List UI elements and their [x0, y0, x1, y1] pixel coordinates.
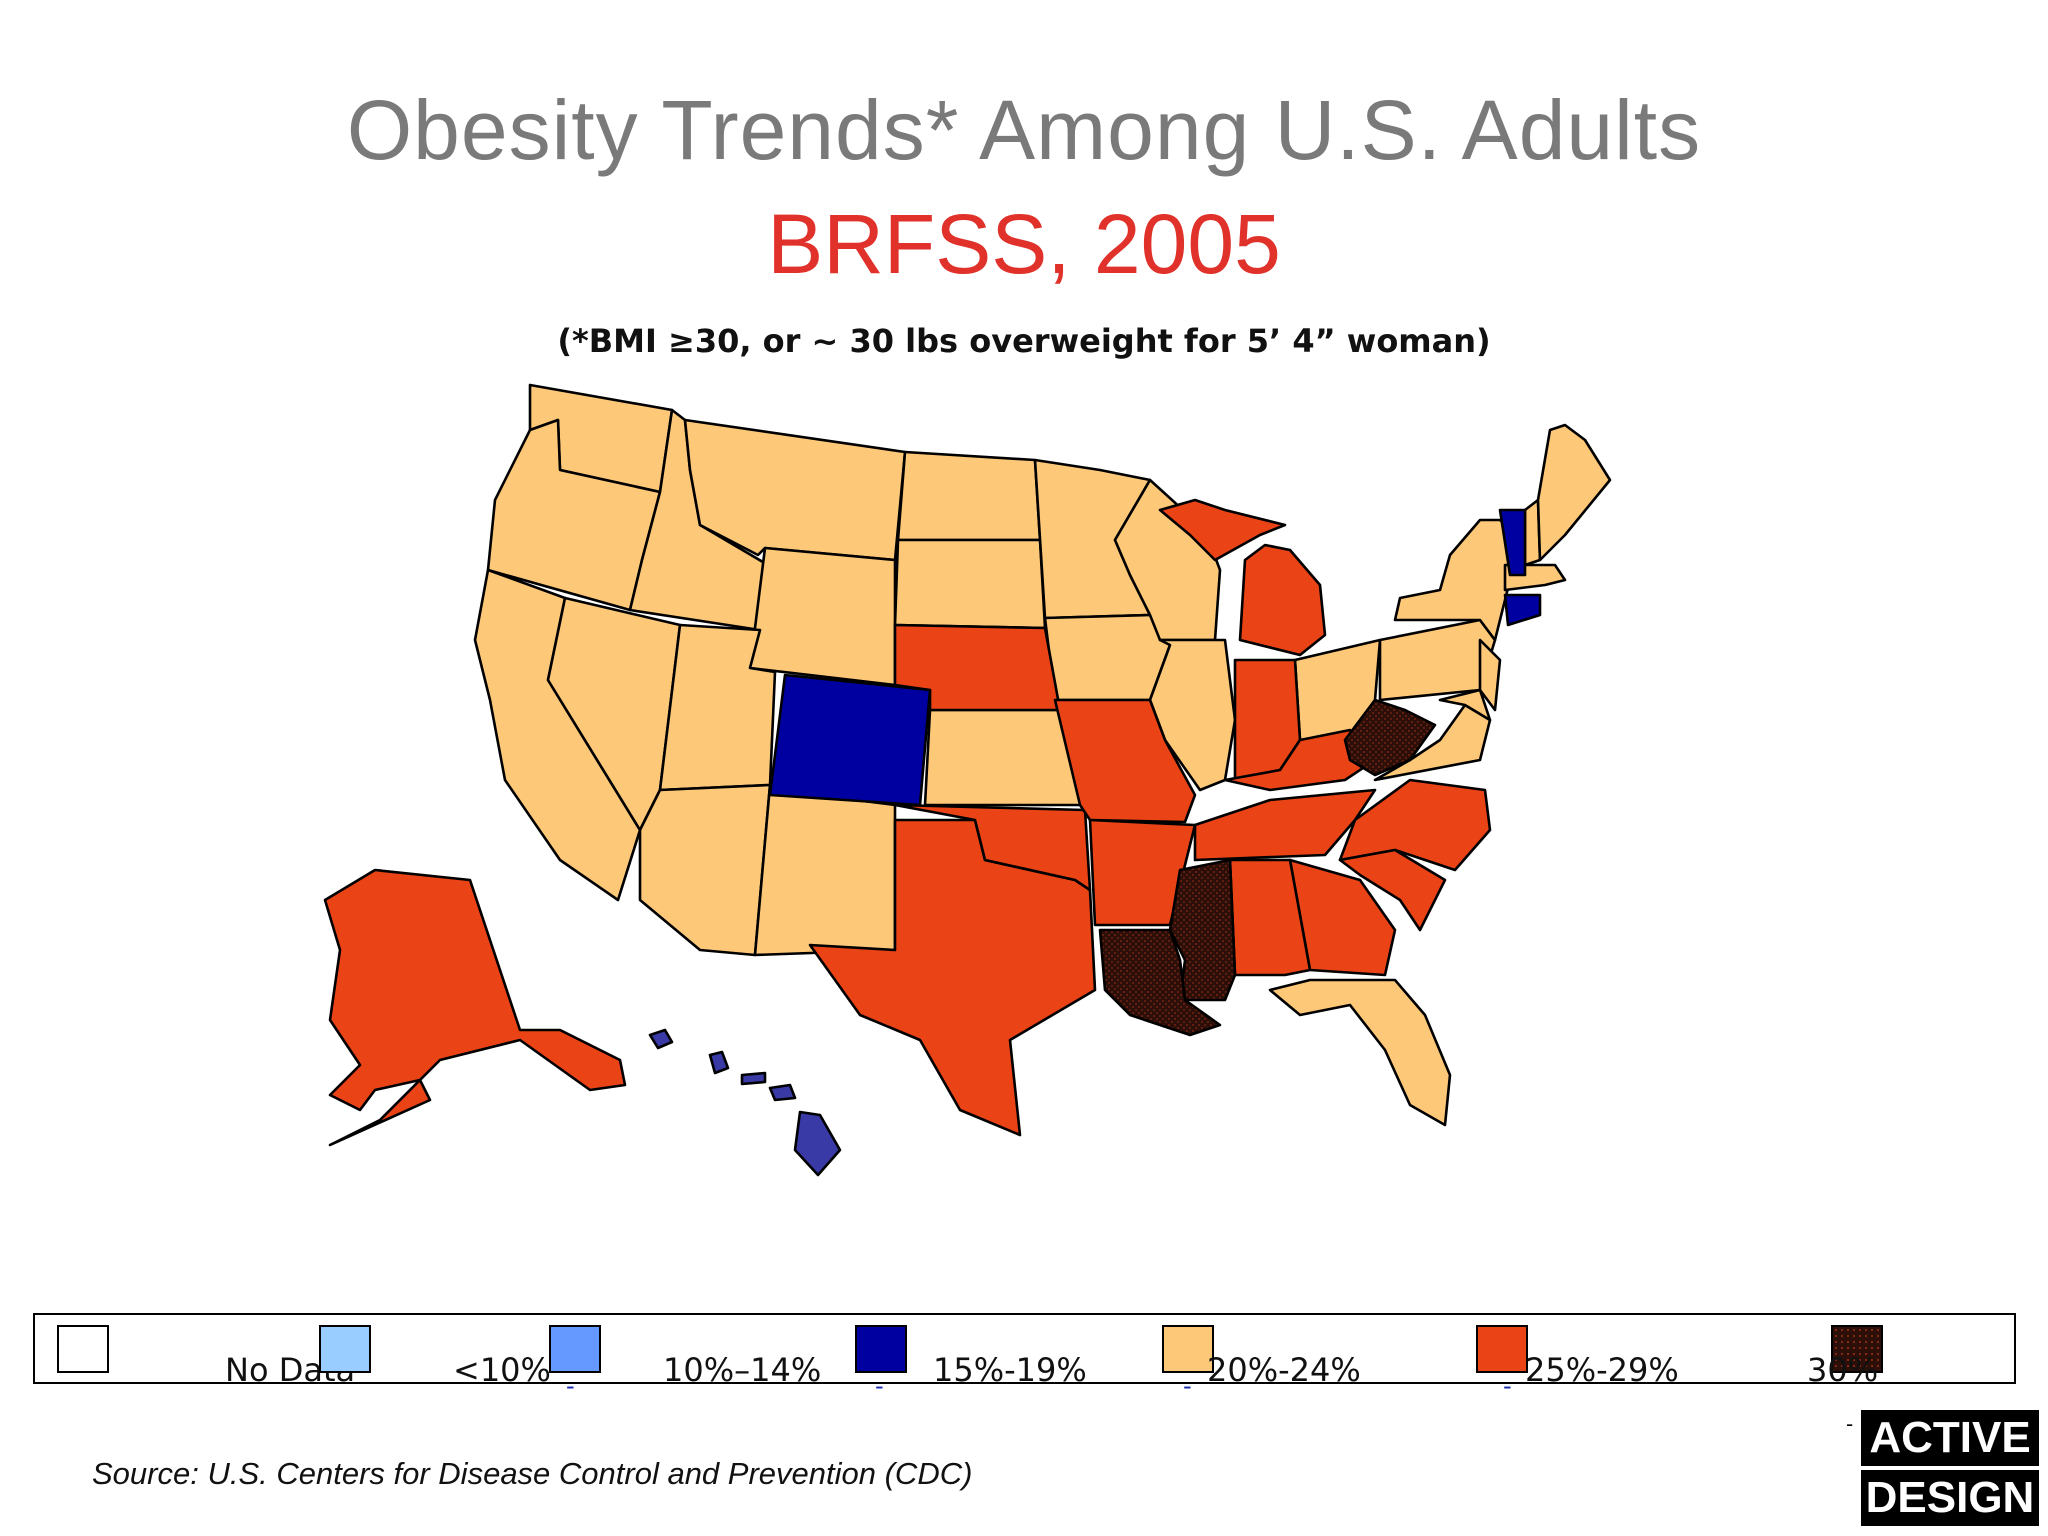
- state-wyoming: [748, 546, 897, 687]
- legend-swatch-25-29: [1476, 1325, 1528, 1373]
- legend-label-15-19: 15%-19%: [933, 1351, 1087, 1389]
- state-south-dakota: [893, 538, 1047, 630]
- state-alaska: [323, 868, 627, 1147]
- legend-dash-3: -: [1183, 1372, 1192, 1400]
- legend-swatch-no-data: [57, 1325, 109, 1373]
- state-new-mexico: [753, 783, 897, 957]
- legend-swatch-10-14: [549, 1325, 601, 1373]
- state-new-york: [1393, 518, 1522, 642]
- state-new-jersey: [1478, 638, 1502, 712]
- map-title: Obesity Trends* Among U.S. Adults: [346, 83, 1702, 177]
- state-west-virginia: [1343, 698, 1437, 777]
- state-colorado: [768, 673, 932, 807]
- legend-swatch-15-19: [855, 1325, 907, 1373]
- logo-tick: -: [1846, 1412, 1854, 1436]
- legend-swatch-20-24: [1162, 1325, 1214, 1373]
- state-michigan-upper: [1158, 498, 1287, 562]
- state-iowa: [1043, 613, 1172, 702]
- state-missouri: [1053, 698, 1197, 824]
- hawaii-island-molokai: [740, 1071, 767, 1086]
- states-25-29: [323, 498, 1492, 1147]
- hawaii-island-oahu: [708, 1050, 730, 1075]
- legend-label-20-24: 20%-24%: [1207, 1351, 1361, 1389]
- legend-dash-1: -: [566, 1372, 575, 1400]
- hawaii-island-maui: [768, 1083, 797, 1102]
- legend: No Data <10% 10%–14% 15%-19% 20%-24% 25%…: [33, 1313, 2016, 1389]
- map-subtitle: BRFSS, 2005: [767, 197, 1281, 291]
- legend-label-30: 30%: [1807, 1351, 1879, 1389]
- hawaii-island-big: [793, 1110, 842, 1177]
- logo-line-2: DESIGN: [1861, 1466, 2039, 1526]
- legend-swatch-30: [1831, 1325, 1883, 1373]
- legend-dash-2: -: [875, 1372, 884, 1400]
- source-citation: Source: U.S. Centers for Disease Control…: [92, 1456, 973, 1491]
- legend-label-lt10: <10%: [453, 1351, 551, 1389]
- state-maine: [1536, 423, 1612, 562]
- logo-line-1: ACTIVE: [1869, 1413, 2031, 1462]
- state-florida: [1268, 978, 1452, 1127]
- state-south-carolina: [1338, 848, 1447, 932]
- state-vermont: [1498, 508, 1527, 577]
- hawaii-island-kauai: [648, 1028, 674, 1050]
- state-pennsylvania: [1378, 618, 1497, 702]
- state-maryland: [1438, 688, 1492, 722]
- state-nebraska: [893, 623, 1062, 712]
- state-connecticut: [1503, 593, 1542, 627]
- state-louisiana: [1098, 928, 1222, 1037]
- legend-label-25-29: 25%-29%: [1525, 1351, 1679, 1389]
- states-30-plus: [1098, 698, 1437, 1037]
- state-kansas: [923, 708, 1082, 807]
- legend-dash-4: -: [1503, 1372, 1512, 1400]
- active-design-logo: ACTIVE DESIGN: [1861, 1410, 2039, 1526]
- state-arizona: [638, 783, 772, 957]
- state-illinois: [1148, 638, 1237, 792]
- bmi-footnote: (*BMI ≥30, or ~ 30 lbs overweight for 5’…: [557, 322, 1491, 360]
- state-north-dakota: [896, 450, 1042, 542]
- state-michigan-lower: [1238, 543, 1327, 657]
- state-hawaii: [648, 1028, 842, 1177]
- legend-swatch-lt10: [319, 1325, 371, 1373]
- legend-label-10-14: 10%–14%: [663, 1351, 822, 1389]
- states-15-19: [768, 508, 1542, 807]
- states-20-24: [473, 383, 1612, 1127]
